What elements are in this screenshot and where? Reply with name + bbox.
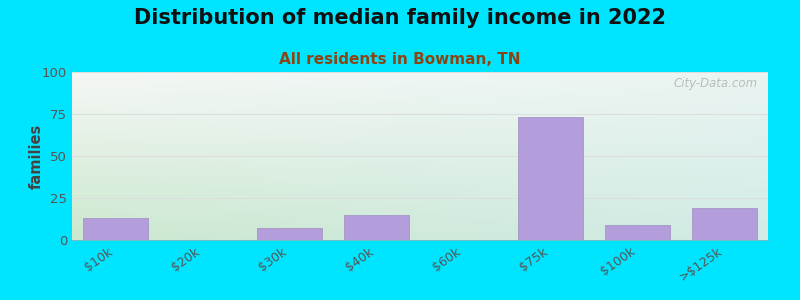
Bar [692,208,757,240]
Text: All residents in Bowman, TN: All residents in Bowman, TN [279,52,521,68]
Text: City-Data.com: City-Data.com [674,77,758,90]
Bar [344,215,409,240]
Y-axis label: families: families [29,123,44,189]
Text: Distribution of median family income in 2022: Distribution of median family income in … [134,8,666,28]
Bar [83,218,148,240]
Bar [518,117,583,240]
Bar [257,228,322,240]
Bar [605,225,670,240]
